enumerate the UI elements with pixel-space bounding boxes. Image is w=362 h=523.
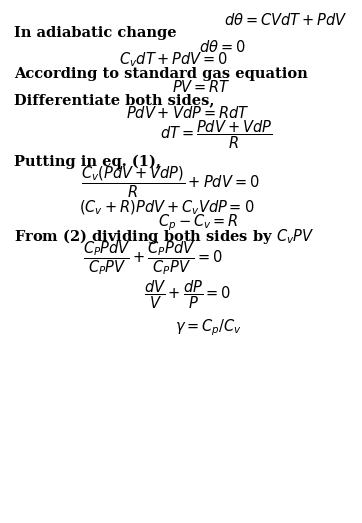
Text: $(C_v + R)PdV + C_vVdP = 0$: $(C_v + R)PdV + C_vVdP = 0$ <box>79 199 255 218</box>
Text: $\gamma = C_p/C_v$: $\gamma = C_p/C_v$ <box>175 318 242 338</box>
Text: $C_p - C_v = R$: $C_p - C_v = R$ <box>158 212 239 233</box>
Text: From (2) dividing both sides by $C_vPV$: From (2) dividing both sides by $C_vPV$ <box>14 228 315 246</box>
Text: $\dfrac{C_PPdV}{C_PPV} + \dfrac{C_PPdV}{C_PPV} = 0$: $\dfrac{C_PPdV}{C_PPV} + \dfrac{C_PPdV}{… <box>83 239 223 277</box>
Text: Putting in eq. (1),: Putting in eq. (1), <box>14 155 161 169</box>
Text: $\dfrac{C_v(PdV+VdP)}{R} + PdV = 0$: $\dfrac{C_v(PdV+VdP)}{R} + PdV = 0$ <box>81 164 260 200</box>
Text: Differentiate both sides,: Differentiate both sides, <box>14 94 215 108</box>
Text: $C_v dT + PdV = 0$: $C_v dT + PdV = 0$ <box>119 51 229 70</box>
Text: $dT = \dfrac{PdV + VdP}{R}$: $dT = \dfrac{PdV + VdP}{R}$ <box>160 118 272 151</box>
Text: In adiabatic change: In adiabatic change <box>14 27 177 40</box>
Text: $d\theta = CVdT + PdV$: $d\theta = CVdT + PdV$ <box>224 12 348 28</box>
Text: According to standard gas equation: According to standard gas equation <box>14 67 308 81</box>
Text: $PdV + VdP = RdT$: $PdV + VdP = RdT$ <box>126 105 250 121</box>
Text: $\dfrac{dV}{V} + \dfrac{dP}{P} = 0$: $\dfrac{dV}{V} + \dfrac{dP}{P} = 0$ <box>144 279 232 311</box>
Text: $d\theta = 0$: $d\theta = 0$ <box>199 39 246 55</box>
Text: $PV = RT$: $PV = RT$ <box>172 79 231 95</box>
